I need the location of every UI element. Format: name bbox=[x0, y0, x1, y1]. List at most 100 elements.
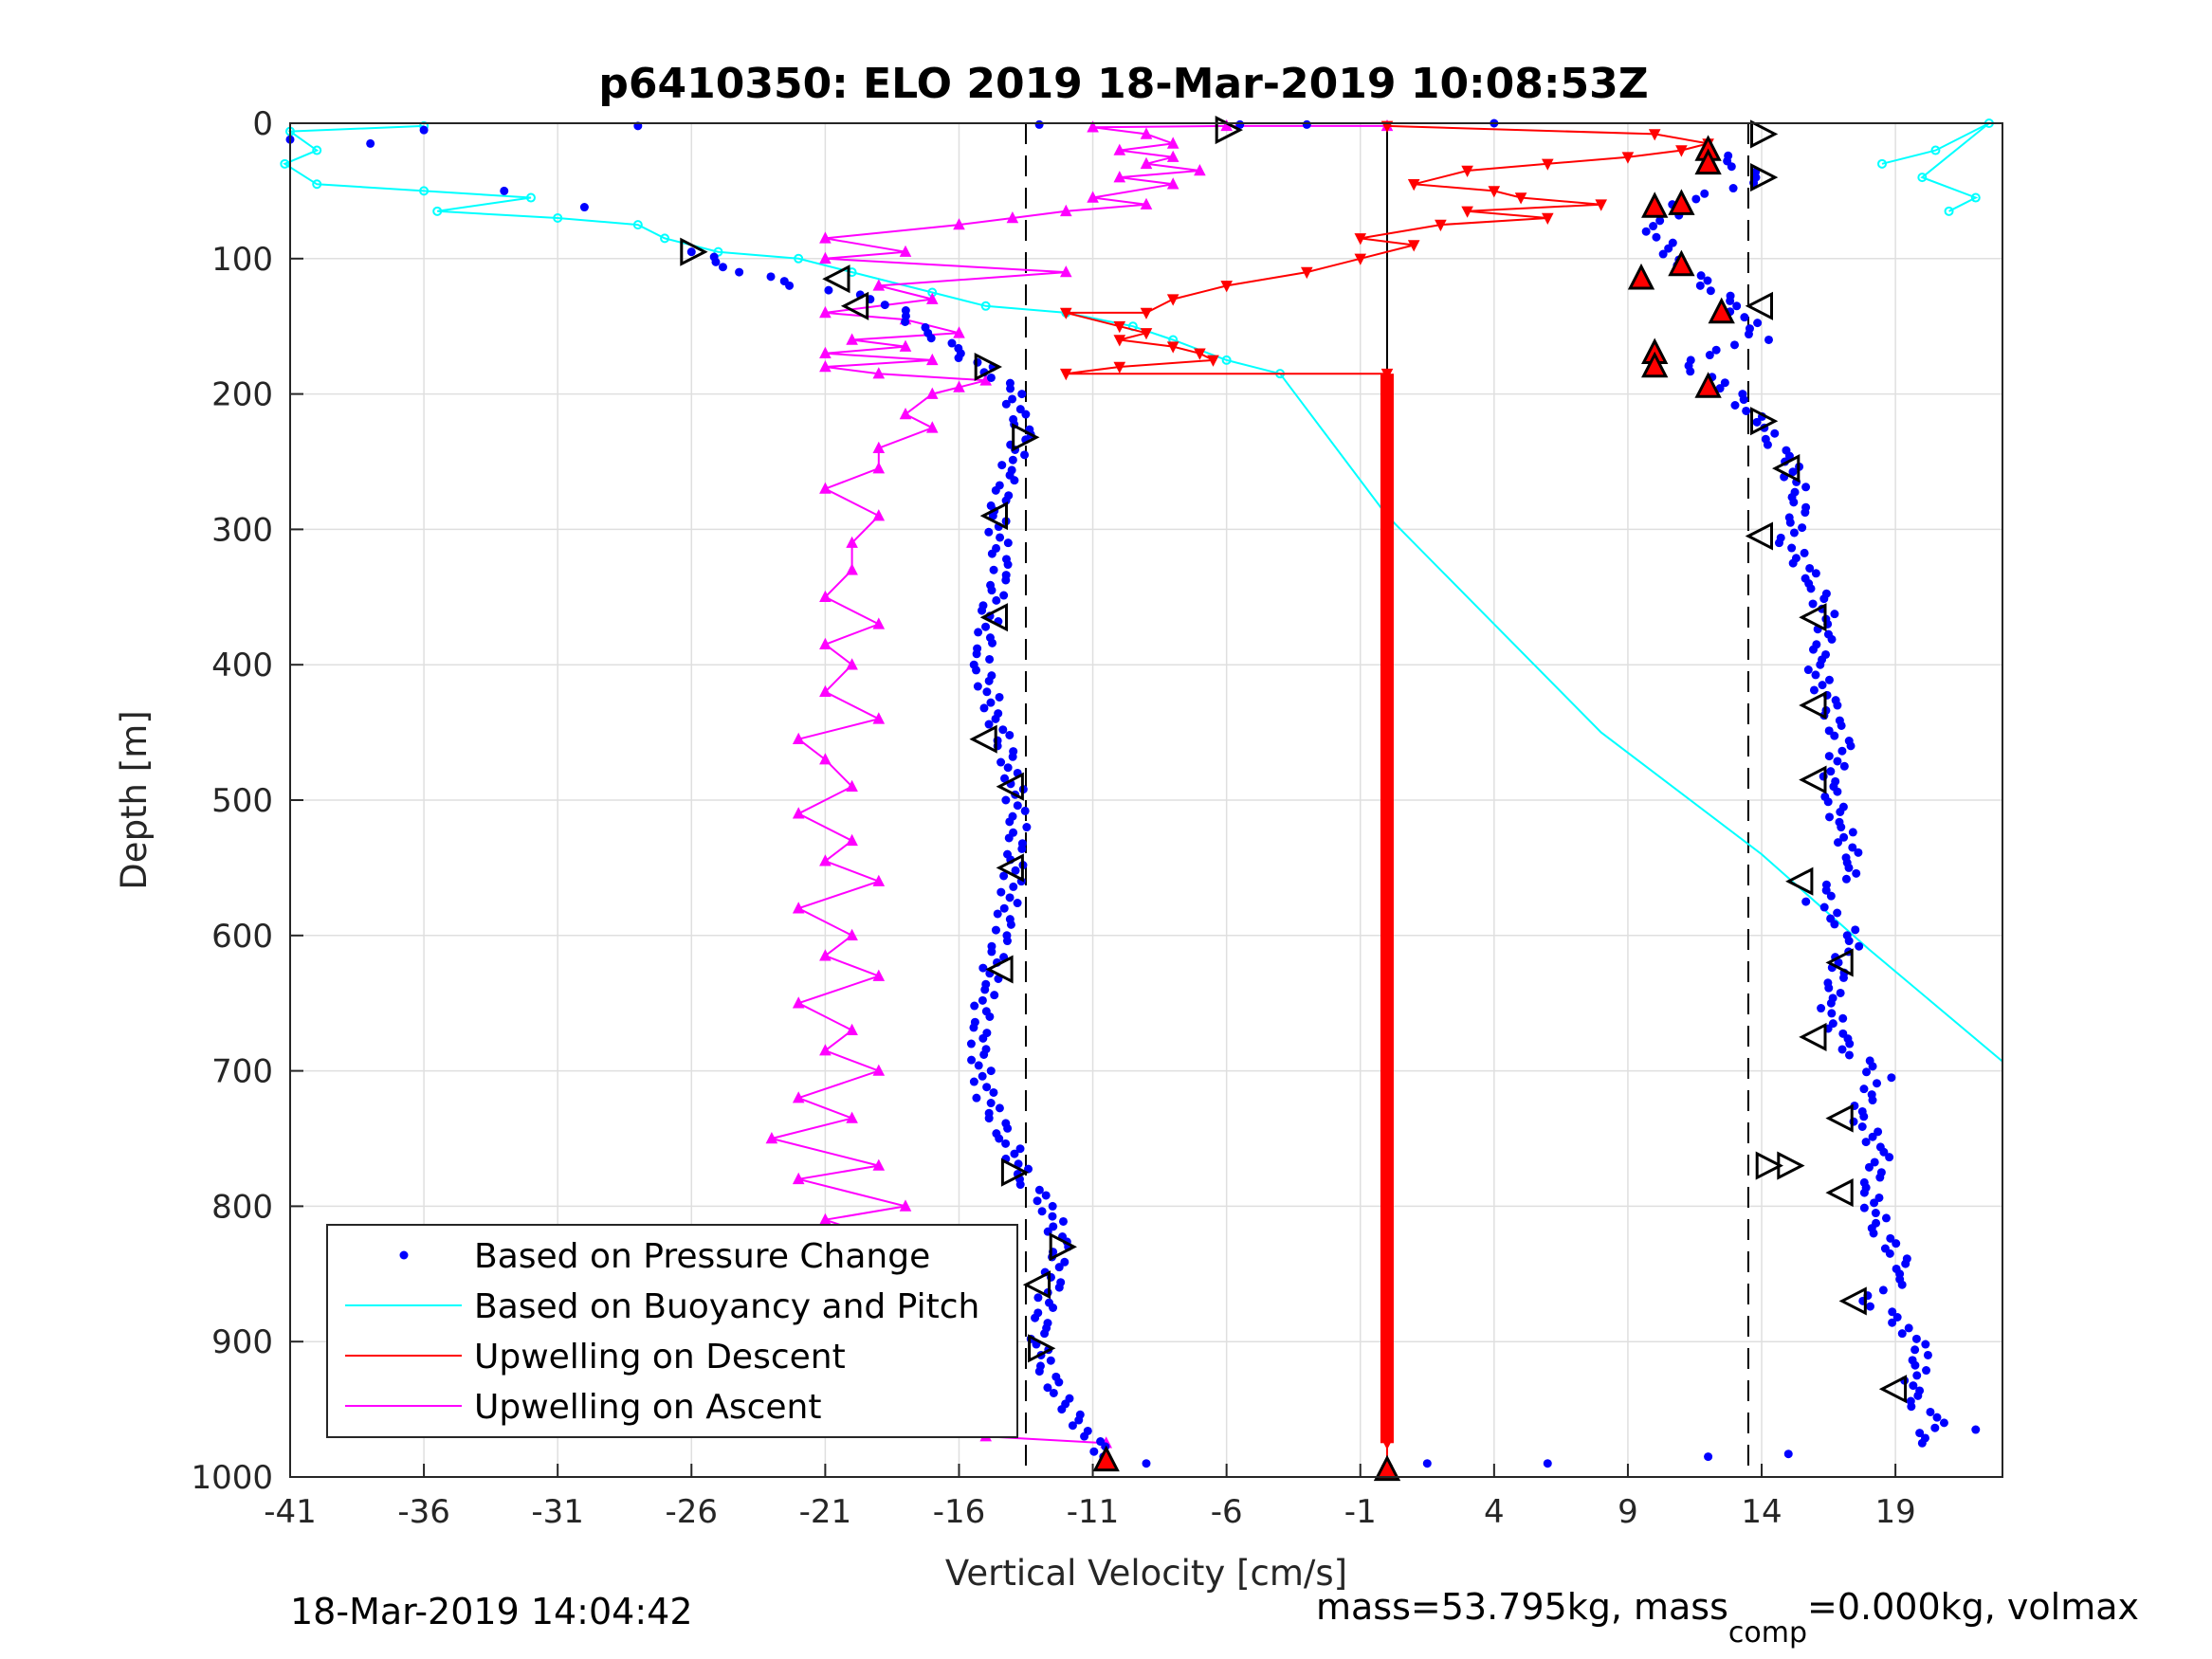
ascent-point bbox=[792, 902, 805, 914]
marker-layer bbox=[680, 116, 1908, 1482]
descent-point bbox=[1354, 233, 1366, 246]
direction-marker-right bbox=[1750, 407, 1779, 436]
upwelling-marker bbox=[1641, 351, 1669, 378]
pressure-point bbox=[982, 687, 992, 697]
pressure-point bbox=[1080, 1431, 1089, 1441]
pressure-point bbox=[1836, 807, 1845, 816]
pressure-point bbox=[1859, 1203, 1869, 1212]
ascent-point bbox=[872, 617, 886, 629]
pressure-point bbox=[991, 925, 1000, 935]
pressure-point bbox=[1833, 787, 1842, 796]
pressure-point bbox=[995, 692, 1004, 702]
ascent-point bbox=[872, 1064, 886, 1076]
pressure-point bbox=[999, 903, 1009, 913]
descent-point bbox=[1461, 206, 1473, 218]
ascent-point bbox=[819, 346, 832, 358]
ascent-point bbox=[926, 353, 939, 366]
pressure-point bbox=[1811, 670, 1820, 680]
pressure-point bbox=[824, 285, 833, 295]
pressure-point bbox=[1003, 763, 1013, 773]
pressure-point bbox=[1800, 548, 1809, 557]
pressure-point bbox=[1764, 335, 1773, 344]
pressure-point bbox=[1720, 378, 1729, 388]
ascent-point bbox=[872, 462, 886, 474]
direction-marker-left bbox=[1022, 1270, 1051, 1300]
pressure-point bbox=[1819, 902, 1829, 912]
pressure-point bbox=[1003, 1123, 1013, 1133]
direction-marker-left bbox=[1799, 690, 1827, 720]
buoyancy-point bbox=[713, 246, 723, 257]
buoyancy-point bbox=[980, 301, 991, 311]
pressure-point bbox=[989, 565, 998, 574]
pressure-point bbox=[1020, 450, 1030, 460]
pressure-point bbox=[1932, 1413, 1942, 1422]
x-tick-label: -31 bbox=[531, 1493, 584, 1531]
pressure-point bbox=[1888, 1307, 1897, 1317]
ascent-point bbox=[1113, 171, 1126, 183]
pressure-point bbox=[987, 947, 996, 957]
buoyancy-point bbox=[794, 253, 804, 264]
descent-point bbox=[1301, 266, 1313, 280]
pressure-point bbox=[1845, 1039, 1855, 1048]
ascent-point bbox=[765, 1132, 778, 1144]
upwelling-marker bbox=[1668, 249, 1695, 277]
legend-swatch-pressure bbox=[399, 1250, 409, 1260]
ascent-point bbox=[953, 326, 965, 338]
descent-point bbox=[1354, 253, 1366, 265]
pressure-point bbox=[1017, 390, 1027, 399]
ascent-point bbox=[846, 1111, 858, 1123]
pressure-point bbox=[996, 887, 1006, 897]
direction-marker-left bbox=[1878, 1375, 1908, 1404]
direction-marker-right bbox=[1012, 423, 1040, 452]
ascent-point bbox=[819, 251, 832, 264]
pressure-point bbox=[1885, 1153, 1894, 1162]
ascent-point bbox=[1166, 150, 1179, 162]
pressure-point bbox=[1826, 891, 1836, 901]
pressure-point bbox=[1824, 675, 1834, 684]
pressure-point bbox=[1846, 741, 1856, 751]
pressure-point bbox=[1788, 467, 1798, 477]
pressure-point bbox=[1784, 451, 1794, 461]
pressure-point bbox=[984, 676, 994, 685]
pressure-point bbox=[1785, 518, 1795, 527]
pressure-point bbox=[1859, 1188, 1869, 1197]
ascent-point bbox=[926, 387, 939, 399]
x-tick-label: 4 bbox=[1484, 1493, 1505, 1531]
buoyancy-point bbox=[312, 145, 322, 155]
ascent-point bbox=[846, 333, 858, 345]
pressure-point bbox=[1910, 1345, 1920, 1355]
buoyancy-surface-point bbox=[1930, 145, 1941, 155]
pressure-point bbox=[991, 714, 1000, 723]
series-buoyancy-pitch bbox=[280, 118, 2003, 1063]
pressure-point bbox=[999, 871, 1009, 881]
descent-point bbox=[1194, 348, 1206, 360]
pressure-point bbox=[987, 549, 996, 558]
ascent-point bbox=[846, 658, 858, 670]
pressure-point bbox=[1715, 384, 1725, 393]
pressure-point bbox=[1838, 1013, 1848, 1023]
footer-timestamp: 18-Mar-2019 14:04:42 bbox=[290, 1591, 693, 1632]
pressure-point bbox=[970, 1001, 979, 1011]
ascent-point bbox=[819, 684, 832, 697]
descent-point bbox=[1207, 355, 1219, 367]
direction-marker-left bbox=[979, 603, 1008, 632]
pressure-point bbox=[1851, 925, 1860, 935]
pressure-point bbox=[1844, 863, 1854, 872]
pressure-point bbox=[1911, 1334, 1921, 1343]
ascent-point bbox=[1087, 120, 1099, 133]
x-tick-label: -36 bbox=[397, 1493, 450, 1531]
ascent-point bbox=[846, 928, 858, 940]
ascent-point bbox=[846, 563, 858, 575]
ascent-point bbox=[792, 996, 805, 1009]
ascent-point bbox=[792, 1091, 805, 1103]
legend: Based on Pressure Change Based on Buoyan… bbox=[326, 1224, 1018, 1438]
pressure-point bbox=[1060, 1257, 1069, 1267]
pressure-point bbox=[1020, 806, 1030, 815]
pressure-point bbox=[1838, 973, 1848, 982]
pressure-point bbox=[718, 263, 727, 272]
pressure-point bbox=[1040, 1329, 1050, 1339]
pressure-point bbox=[1021, 410, 1031, 419]
pressure-point bbox=[1641, 227, 1651, 236]
pressure-point bbox=[1017, 844, 1027, 853]
direction-marker-left bbox=[822, 264, 850, 294]
